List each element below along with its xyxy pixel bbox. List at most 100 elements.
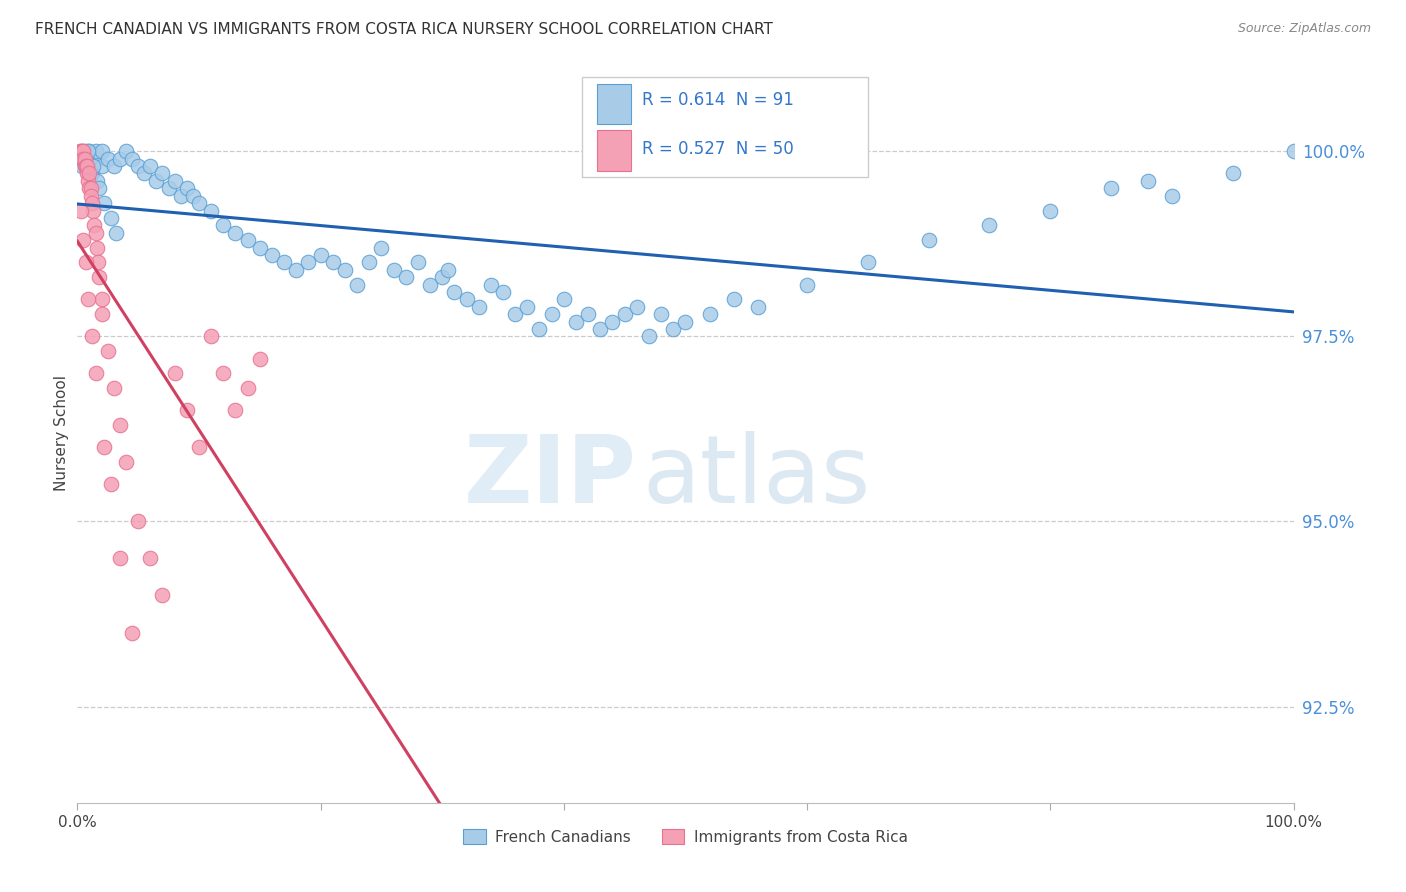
Point [70, 152, 93, 166]
Point [224, 403, 246, 417]
Point [90, 159, 112, 173]
Point [127, 515, 149, 529]
Point [115, 145, 138, 159]
Point [200, 203, 222, 218]
Point [82, 203, 104, 218]
Y-axis label: Nursery School: Nursery School [53, 375, 69, 491]
Legend: French Canadians, Immigrants from Costa Rica: French Canadians, Immigrants from Costa … [457, 822, 914, 851]
Point [100, 477, 122, 491]
Point [723, 293, 745, 307]
Point [86, 174, 108, 188]
Text: R = 0.527  N = 50: R = 0.527 N = 50 [641, 140, 793, 158]
Point [492, 285, 515, 299]
Point [467, 300, 489, 314]
Point [93, 196, 115, 211]
Text: Source: ZipAtlas.com: Source: ZipAtlas.com [1237, 22, 1371, 36]
Point [89, 181, 111, 195]
Point [796, 277, 818, 292]
Point [1039, 203, 1062, 218]
Point [1282, 145, 1305, 159]
Text: FRENCH CANADIAN VS IMMIGRANTS FROM COSTA RICA NURSERY SCHOOL CORRELATION CHART: FRENCH CANADIAN VS IMMIGRANTS FROM COSTA… [35, 22, 773, 37]
Point [80, 167, 103, 181]
Point [121, 152, 143, 166]
Point [918, 233, 941, 247]
Point [72, 145, 94, 159]
Point [76, 167, 98, 181]
Point [70, 159, 93, 173]
Point [89, 270, 111, 285]
Point [80, 188, 103, 202]
Point [82, 159, 104, 173]
Point [139, 159, 162, 173]
Point [76, 159, 98, 173]
Point [73, 152, 96, 166]
Point [540, 307, 562, 321]
Point [212, 367, 235, 381]
Point [456, 293, 478, 307]
Point [79, 152, 101, 166]
Point [134, 167, 156, 181]
Point [297, 255, 319, 269]
Point [602, 315, 624, 329]
Point [139, 551, 162, 566]
Point [176, 181, 198, 195]
Point [84, 152, 107, 166]
Point [70, 145, 93, 159]
Point [84, 145, 107, 159]
Point [249, 241, 271, 255]
Text: ZIP: ZIP [464, 431, 637, 523]
Point [249, 351, 271, 366]
Point [613, 307, 636, 321]
Point [76, 159, 98, 173]
Point [97, 344, 120, 359]
Point [72, 233, 94, 247]
Point [80, 329, 103, 343]
FancyBboxPatch shape [596, 84, 631, 124]
Point [576, 307, 599, 321]
Point [395, 270, 418, 285]
Point [152, 167, 174, 181]
Point [979, 219, 1001, 233]
Point [75, 255, 97, 269]
Point [437, 262, 460, 277]
Point [333, 262, 356, 277]
Point [181, 188, 204, 202]
Point [419, 277, 441, 292]
Point [188, 441, 211, 455]
Point [224, 226, 246, 240]
Point [77, 293, 100, 307]
Point [75, 152, 97, 166]
Point [856, 255, 879, 269]
Point [479, 277, 502, 292]
Point [1161, 188, 1184, 202]
Point [145, 174, 167, 188]
Point [77, 174, 100, 188]
Point [406, 255, 429, 269]
Point [108, 152, 131, 166]
Point [103, 381, 125, 395]
Point [80, 181, 103, 195]
Point [152, 589, 174, 603]
Point [80, 167, 103, 181]
Point [105, 226, 128, 240]
Point [260, 248, 283, 262]
Point [443, 285, 465, 299]
Point [1099, 181, 1122, 195]
Point [70, 145, 93, 159]
Text: R = 0.614  N = 91: R = 0.614 N = 91 [641, 91, 793, 109]
FancyBboxPatch shape [596, 130, 631, 171]
Point [69, 145, 91, 159]
Point [115, 455, 138, 469]
Point [503, 307, 526, 321]
Point [127, 159, 149, 173]
Point [188, 196, 211, 211]
Point [626, 300, 648, 314]
Point [747, 300, 769, 314]
Point [650, 307, 672, 321]
Point [70, 203, 93, 218]
Point [73, 159, 96, 173]
Point [80, 196, 103, 211]
Point [176, 403, 198, 417]
Point [72, 152, 94, 166]
Point [516, 300, 538, 314]
